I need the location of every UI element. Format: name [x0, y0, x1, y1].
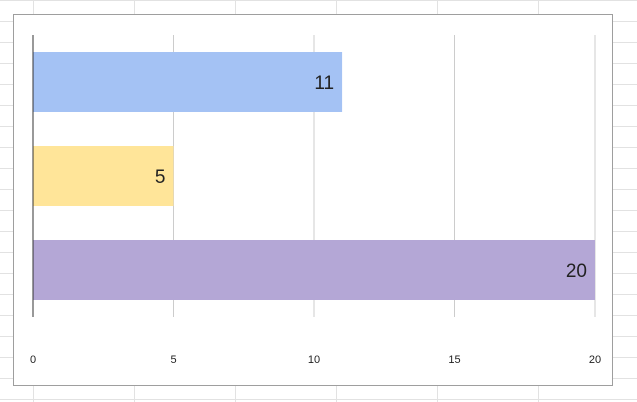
bar-chart: 11 5 20 0 5 10 15 20 — [30, 35, 601, 366]
x-tick-labels: 0 5 10 15 20 — [30, 354, 601, 366]
x-tick-label: 15 — [448, 354, 460, 366]
bar[interactable] — [33, 240, 595, 300]
chart-container: 11 5 20 0 5 10 15 20 — [13, 14, 613, 386]
bar[interactable] — [33, 52, 343, 112]
bar-value-label: 5 — [155, 167, 166, 188]
x-tick-label: 20 — [589, 354, 601, 366]
bar-value-label: 20 — [566, 261, 587, 282]
x-tick-label: 0 — [30, 354, 36, 366]
x-tick-label: 5 — [170, 354, 176, 366]
bar[interactable] — [33, 146, 174, 206]
bar-value-label: 11 — [314, 73, 334, 94]
bar-labels: 11 5 20 — [155, 73, 587, 282]
bars — [33, 52, 595, 300]
x-tick-label: 10 — [308, 354, 320, 366]
